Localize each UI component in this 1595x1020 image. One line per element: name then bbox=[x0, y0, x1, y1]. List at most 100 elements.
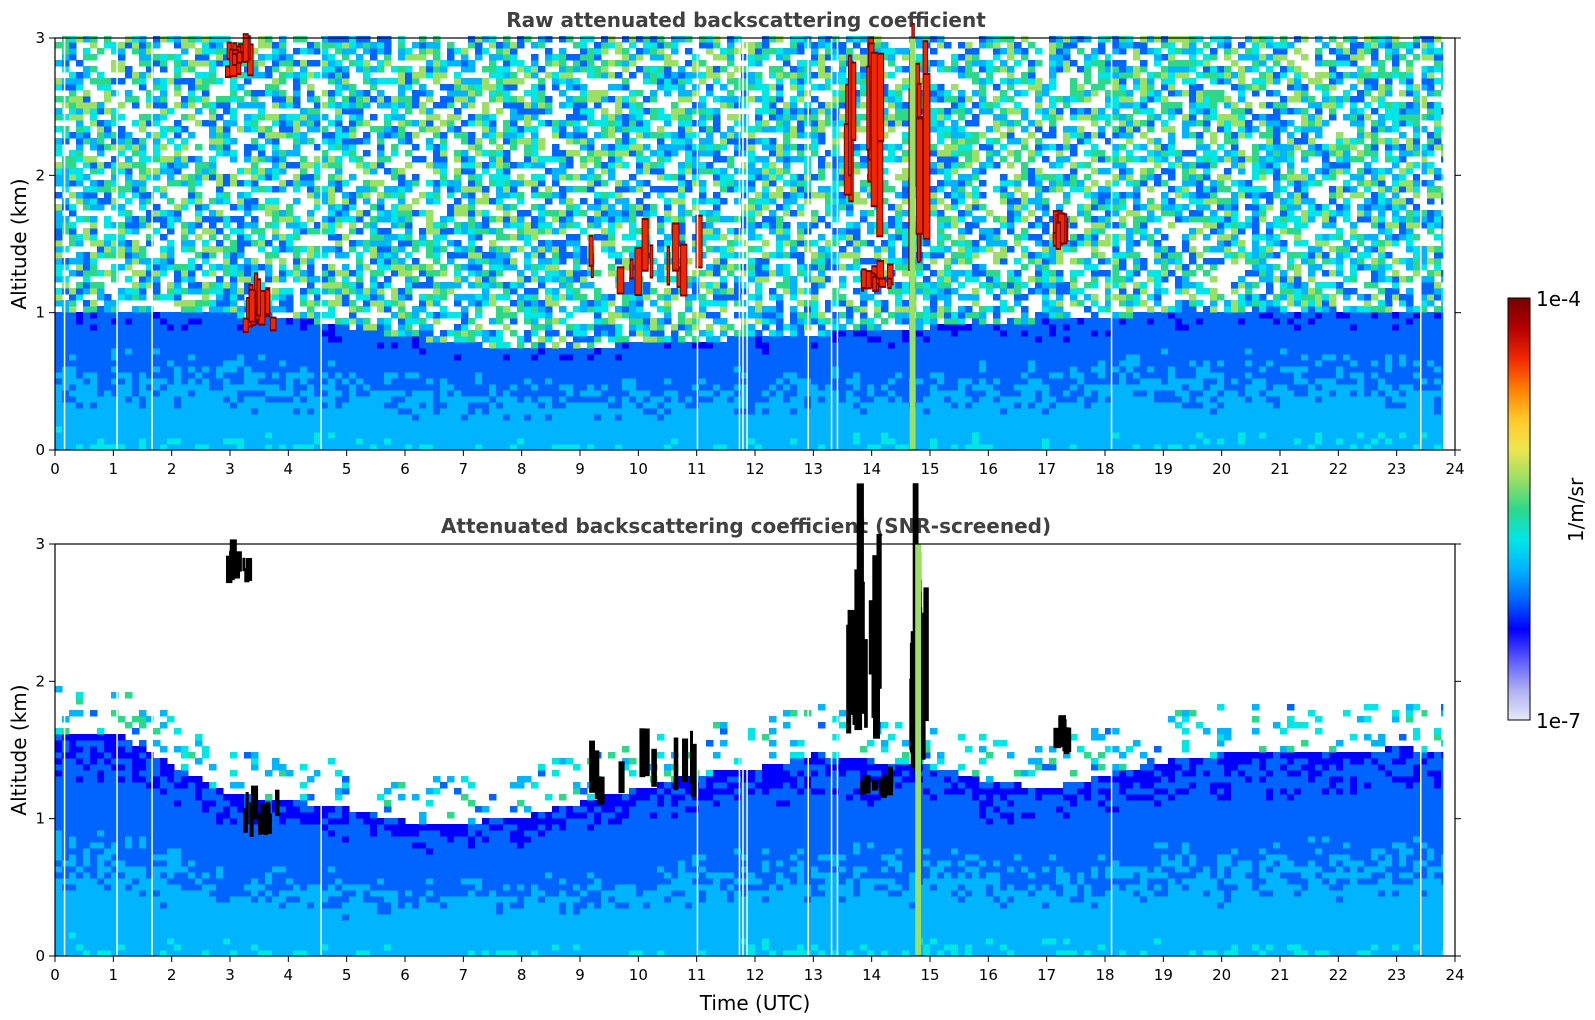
heatmap-cell bbox=[125, 378, 133, 385]
heatmap-cell bbox=[188, 366, 196, 373]
heatmap-cell bbox=[237, 354, 245, 361]
heatmap-cell bbox=[118, 228, 126, 235]
heatmap-cell bbox=[552, 270, 560, 277]
heatmap-cell bbox=[615, 408, 623, 415]
heatmap-cell bbox=[209, 384, 217, 391]
heatmap-cell bbox=[97, 426, 105, 433]
heatmap-cell bbox=[594, 306, 602, 313]
heatmap-cell bbox=[139, 330, 147, 337]
heatmap-cell bbox=[111, 432, 119, 439]
heatmap-cell bbox=[608, 372, 616, 379]
heatmap-cell bbox=[90, 228, 98, 235]
heatmap-cell bbox=[594, 336, 602, 343]
heatmap-cell bbox=[643, 402, 651, 409]
heatmap-cell bbox=[377, 102, 385, 109]
heatmap-cell bbox=[174, 132, 182, 139]
heatmap-cell bbox=[174, 120, 182, 127]
heatmap-cell bbox=[412, 408, 420, 415]
heatmap-cell bbox=[601, 300, 609, 307]
heatmap-cell bbox=[720, 360, 728, 367]
heatmap-cell bbox=[181, 222, 189, 229]
heatmap-cell bbox=[580, 420, 588, 427]
heatmap-cell bbox=[440, 234, 448, 241]
heatmap-cell bbox=[384, 96, 392, 103]
heatmap-cell bbox=[433, 246, 441, 253]
heatmap-cell bbox=[272, 66, 280, 73]
heatmap-cell bbox=[503, 72, 511, 79]
heatmap-cell bbox=[601, 372, 609, 379]
heatmap-cell bbox=[279, 102, 287, 109]
heatmap-cell bbox=[587, 324, 595, 331]
heatmap-cell bbox=[580, 366, 588, 373]
heatmap-cell bbox=[125, 162, 133, 169]
heatmap-cell bbox=[517, 174, 525, 181]
heatmap-cell bbox=[503, 132, 511, 139]
heatmap-cell bbox=[678, 324, 686, 331]
heatmap-cell bbox=[384, 348, 392, 355]
heatmap-cell bbox=[685, 138, 693, 145]
heatmap-cell bbox=[489, 138, 497, 145]
heatmap-cell bbox=[419, 432, 427, 439]
heatmap-cell bbox=[370, 258, 378, 265]
heatmap-cell bbox=[293, 102, 301, 109]
heatmap-cell bbox=[342, 294, 350, 301]
heatmap-cell bbox=[300, 114, 308, 121]
heatmap-cell bbox=[384, 444, 392, 451]
heatmap-cell bbox=[76, 108, 84, 115]
heatmap-cell bbox=[90, 222, 98, 229]
heatmap-cell bbox=[517, 216, 525, 223]
heatmap-cell bbox=[559, 258, 567, 265]
heatmap-cell bbox=[335, 72, 343, 79]
heatmap-cell bbox=[629, 408, 637, 415]
heatmap-cell bbox=[195, 342, 203, 349]
heatmap-cell bbox=[559, 66, 567, 73]
heatmap-cell bbox=[440, 378, 448, 385]
heatmap-cell bbox=[685, 60, 693, 67]
heatmap-cell bbox=[615, 216, 623, 223]
heatmap-cell bbox=[146, 366, 154, 373]
heatmap-cell bbox=[706, 246, 714, 253]
heatmap-cell bbox=[90, 420, 98, 427]
heatmap-cell bbox=[636, 330, 644, 337]
heatmap-cell bbox=[83, 234, 91, 241]
heatmap-cell bbox=[650, 384, 658, 391]
heatmap-cell bbox=[559, 60, 567, 67]
heatmap-cell bbox=[629, 372, 637, 379]
heatmap-cell bbox=[671, 426, 679, 433]
heatmap-cell bbox=[230, 324, 238, 331]
heatmap-cell bbox=[230, 150, 238, 157]
heatmap-cell bbox=[76, 330, 84, 337]
heatmap-cell bbox=[342, 408, 350, 415]
heatmap-cell bbox=[391, 414, 399, 421]
heatmap-cell bbox=[580, 330, 588, 337]
heatmap-cell bbox=[181, 396, 189, 403]
heatmap-cell bbox=[615, 414, 623, 421]
heatmap-cell bbox=[608, 432, 616, 439]
heatmap-cell bbox=[405, 336, 413, 343]
heatmap-cell bbox=[720, 306, 728, 313]
heatmap-cell bbox=[153, 438, 161, 445]
heatmap-cell bbox=[167, 246, 175, 253]
heatmap-cell bbox=[209, 222, 217, 229]
heatmap-cell bbox=[517, 384, 525, 391]
heatmap-cell bbox=[503, 342, 511, 349]
heatmap-cell bbox=[433, 444, 441, 451]
heatmap-cell bbox=[552, 84, 560, 91]
heatmap-cell bbox=[419, 414, 427, 421]
heatmap-cell bbox=[706, 330, 714, 337]
heatmap-cell bbox=[685, 408, 693, 415]
heatmap-cell bbox=[510, 246, 518, 253]
heatmap-cell bbox=[209, 300, 217, 307]
heatmap-cell bbox=[286, 336, 294, 343]
heatmap-cell bbox=[237, 396, 245, 403]
heatmap-cell bbox=[643, 372, 651, 379]
heatmap-cell bbox=[104, 408, 112, 415]
heatmap-cell bbox=[230, 372, 238, 379]
heatmap-cell bbox=[55, 384, 63, 391]
heatmap-cell bbox=[307, 216, 315, 223]
heatmap-cell bbox=[650, 270, 658, 277]
heatmap-cell bbox=[678, 312, 686, 319]
heatmap-cell bbox=[258, 60, 266, 67]
heatmap-cell bbox=[202, 402, 210, 409]
heatmap-cell bbox=[552, 216, 560, 223]
